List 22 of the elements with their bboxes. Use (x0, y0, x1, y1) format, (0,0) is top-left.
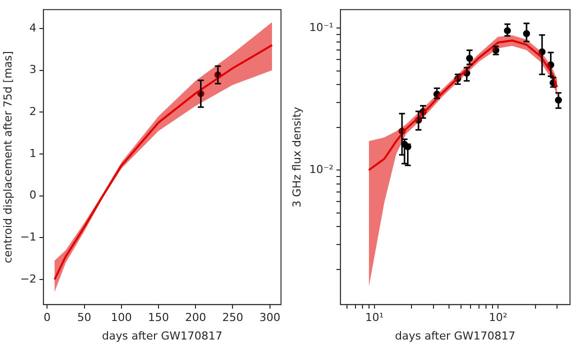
y-tick-label: 3 (29, 63, 36, 76)
x-axis-title: days after GW170817 (102, 329, 222, 342)
y-tick-label: −2 (20, 272, 36, 286)
x-axis-title: days after GW170817 (395, 329, 516, 342)
x-tick-label: 0 (44, 311, 51, 324)
x-tick-label: 150 (148, 311, 169, 324)
y-tick-label: −1 (20, 230, 36, 244)
y-axis-title: 3 GHz flux density (290, 106, 304, 208)
x-tick-label: 10¹ (365, 311, 384, 324)
y-tick-label: 10⁻¹ (309, 20, 334, 34)
x-tick-label: 250 (222, 311, 244, 324)
y-tick-label: 0 (29, 188, 36, 202)
x-tick-label: 300 (259, 311, 280, 324)
x-tick-label: 50 (77, 311, 92, 324)
x-tick-label: 10² (488, 311, 508, 324)
y-axis-title: centroid displacement after 75d [mas] (1, 51, 14, 264)
y-tick-label: 10⁻² (309, 162, 334, 176)
x-tick-label: 100 (110, 311, 132, 324)
x-tick-label: 200 (185, 311, 206, 324)
y-tick-label: 4 (29, 21, 36, 34)
y-tick-label: 2 (29, 104, 36, 118)
y-tick-label: 1 (29, 146, 36, 160)
